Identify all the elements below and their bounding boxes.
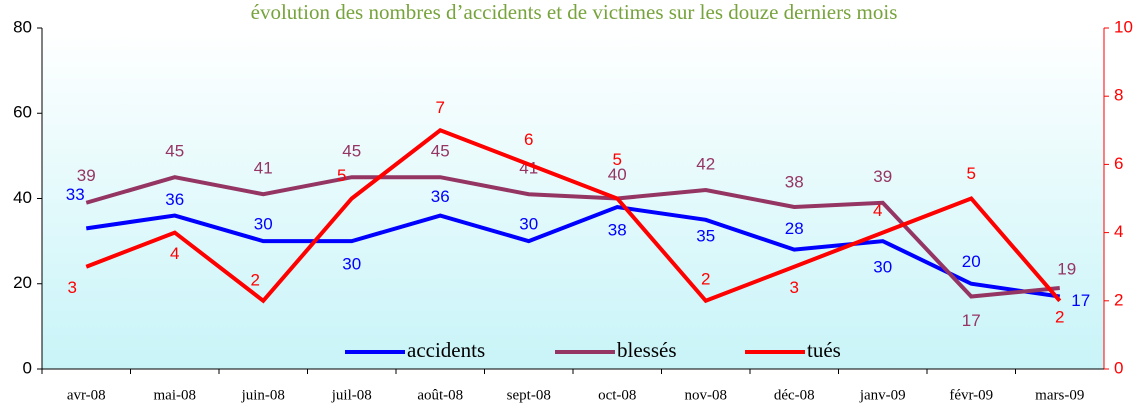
- data-label: 2: [1055, 307, 1064, 326]
- legend-label: accidents: [407, 338, 485, 362]
- data-label: 7: [436, 98, 445, 117]
- data-label: 17: [962, 311, 981, 330]
- data-label: 38: [785, 173, 804, 192]
- series-line: [85, 128, 1062, 304]
- data-label: 33: [66, 185, 85, 204]
- data-label: 45: [431, 142, 450, 161]
- data-label: 30: [519, 215, 538, 234]
- data-label: 40: [608, 165, 627, 184]
- data-label: 45: [342, 142, 361, 161]
- x-tick-label: janv-09: [859, 387, 906, 403]
- y2-tick-label: 4: [1114, 222, 1123, 241]
- y-tick-label: 80: [13, 17, 32, 36]
- data-label: 28: [785, 219, 804, 238]
- data-label: 30: [254, 215, 273, 234]
- data-label: 36: [431, 187, 450, 206]
- plot-area: [42, 28, 1104, 369]
- x-tick-label: nov-08: [685, 387, 728, 403]
- x-tick-label: juil-08: [331, 387, 372, 403]
- data-label: 2: [701, 269, 710, 288]
- data-label: 6: [524, 130, 533, 149]
- data-label: 30: [342, 255, 361, 274]
- data-label: 3: [68, 278, 77, 297]
- x-tick-label: août-08: [417, 387, 463, 403]
- data-label: 35: [696, 226, 715, 245]
- y-tick-label: 60: [13, 103, 32, 122]
- data-label: 38: [608, 221, 627, 240]
- data-label: 2: [251, 270, 260, 289]
- x-tick-label: sept-08: [507, 387, 551, 403]
- y2-tick-label: 8: [1114, 86, 1123, 105]
- data-label: 30: [873, 258, 892, 277]
- data-label: 20: [962, 252, 981, 271]
- data-label: 39: [873, 167, 892, 186]
- data-label: 42: [696, 154, 715, 173]
- x-tick-label: déc-08: [774, 387, 815, 403]
- data-label: 4: [170, 244, 179, 263]
- x-tick-label: févr-09: [949, 387, 993, 403]
- y2-tick-label: 0: [1114, 358, 1123, 377]
- legend-label: tués: [807, 338, 841, 362]
- x-tick-label: juin-08: [241, 387, 285, 403]
- y2-tick-label: 10: [1114, 17, 1133, 36]
- data-label: 17: [1071, 291, 1090, 310]
- data-label: 19: [1057, 259, 1076, 278]
- series-line: [85, 175, 1060, 299]
- series-line: [85, 204, 1061, 299]
- data-label: 4: [873, 201, 882, 220]
- x-tick-label: avr-08: [67, 387, 106, 403]
- x-tick-label: mai-08: [154, 387, 197, 403]
- data-label: 5: [967, 164, 976, 183]
- y2-tick-label: 6: [1114, 154, 1123, 173]
- y-tick-label: 0: [23, 358, 32, 377]
- chart-title: évolution des nombres d’accidents et de …: [251, 0, 898, 24]
- data-label: 3: [790, 278, 799, 297]
- y-tick-label: 20: [13, 273, 32, 292]
- y2-tick-label: 2: [1114, 290, 1123, 309]
- data-label: 45: [165, 142, 184, 161]
- data-label: 36: [165, 190, 184, 209]
- data-label: 41: [254, 159, 273, 178]
- y-tick-label: 40: [13, 188, 32, 207]
- data-label: 39: [77, 166, 96, 185]
- x-tick-label: mars-09: [1035, 387, 1084, 403]
- x-tick-label: oct-08: [598, 387, 636, 403]
- legend-label: blessés: [617, 338, 677, 362]
- data-label: 5: [337, 166, 346, 185]
- data-label: 5: [613, 150, 622, 169]
